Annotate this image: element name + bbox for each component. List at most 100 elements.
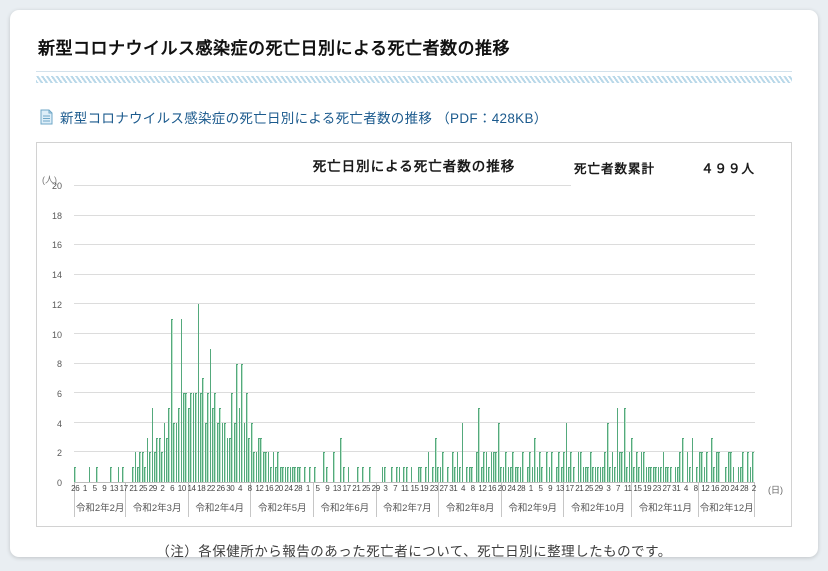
bar — [197, 304, 200, 482]
x-tick-label: 13 — [109, 484, 119, 493]
bar-slot — [662, 186, 665, 482]
bar — [156, 437, 159, 482]
pdf-link[interactable]: 新型コロナウイルス感染症の死亡日別による死亡者数の推移 （PDF：428KB） — [60, 111, 548, 126]
bar-slot — [168, 186, 171, 482]
bar — [677, 467, 679, 482]
bar — [231, 393, 234, 482]
bar — [713, 467, 716, 482]
bar — [488, 467, 490, 482]
bar-slot — [609, 186, 611, 482]
bar-slot — [405, 186, 408, 482]
bar-slot — [427, 186, 430, 482]
bar-slot — [478, 186, 481, 482]
bar — [405, 467, 408, 482]
y-tick-label: 10 — [51, 329, 62, 340]
bar — [233, 422, 236, 482]
bar — [212, 408, 214, 482]
bar-slot — [618, 186, 621, 482]
chart-title: 死亡日別による死亡者数の推移 — [312, 159, 516, 174]
bar — [626, 467, 628, 482]
bar-slot — [425, 186, 427, 482]
bar-slot — [701, 186, 703, 482]
month-cell: 令和2年12月 — [699, 483, 756, 517]
bar-slot — [689, 186, 691, 482]
bar — [614, 467, 616, 482]
bar-slot — [219, 186, 222, 482]
bar-slot — [546, 186, 548, 482]
x-tick-label: 28 — [517, 484, 526, 493]
bar-slot — [265, 186, 268, 482]
bar-slot — [514, 186, 517, 482]
bar-slot — [502, 186, 505, 482]
bar — [710, 437, 713, 482]
bar — [432, 467, 435, 482]
x-tick-label: 19 — [643, 484, 652, 493]
bar — [304, 467, 306, 482]
bar — [718, 452, 720, 482]
bar — [117, 467, 120, 482]
bar — [534, 437, 536, 482]
bar-slot — [204, 186, 207, 482]
bar — [308, 467, 311, 482]
x-tick-label: 13 — [555, 484, 565, 493]
bar — [190, 393, 192, 482]
bar-slot — [454, 186, 456, 482]
bar-slot — [660, 186, 662, 482]
bar — [245, 393, 248, 482]
page-title: 新型コロナウイルス感染症の死亡日別による死亡者数の推移 — [36, 26, 792, 72]
bar — [134, 452, 137, 482]
x-tick-label: 21 — [352, 484, 361, 493]
bar — [158, 437, 161, 482]
bar-slot — [500, 186, 502, 482]
bar-slot — [253, 186, 255, 482]
bar-slot — [621, 186, 624, 482]
bar — [657, 467, 660, 482]
bar-slot — [466, 186, 469, 482]
gridline — [74, 451, 755, 453]
bar — [674, 467, 677, 482]
bar-slot — [342, 186, 345, 482]
bar-slot — [633, 186, 636, 482]
bar — [182, 393, 185, 482]
y-tick-label: 0 — [56, 478, 62, 488]
bar — [505, 452, 507, 482]
bar-slot — [488, 186, 490, 482]
bar — [110, 467, 113, 482]
bar-slot — [357, 186, 360, 482]
bar — [727, 452, 730, 482]
bar-slot — [681, 186, 684, 482]
bar-slot — [650, 186, 653, 482]
bar — [652, 467, 655, 482]
bar-slot — [296, 186, 299, 482]
bar-slot — [485, 186, 488, 482]
bar — [229, 437, 231, 482]
bar-slot — [163, 186, 166, 482]
bar-slot — [565, 186, 568, 482]
bar — [623, 408, 626, 482]
bar — [597, 467, 599, 482]
bar-slot — [611, 186, 614, 482]
bar-slot — [233, 186, 236, 482]
bar-slot — [638, 186, 641, 482]
bar — [163, 422, 166, 482]
bar-slot — [243, 186, 246, 482]
bar-slot — [555, 186, 558, 482]
bar — [681, 437, 684, 482]
bar-slot — [384, 186, 386, 482]
bar-slot — [88, 186, 91, 482]
bar-slot — [635, 186, 638, 482]
bar-slot — [715, 186, 718, 482]
bar — [347, 467, 350, 482]
bar — [410, 467, 413, 482]
gridline — [74, 303, 755, 305]
bar — [294, 467, 297, 482]
bar — [585, 467, 587, 482]
bar — [461, 422, 464, 482]
bar-slot — [652, 186, 655, 482]
x-tick-label: 25 — [361, 484, 371, 493]
bar-slot — [505, 186, 507, 482]
x-tick-label: 11 — [401, 484, 409, 493]
month-cell: 令和2年7月 — [377, 483, 440, 517]
bar — [238, 408, 241, 482]
bar — [667, 467, 670, 482]
